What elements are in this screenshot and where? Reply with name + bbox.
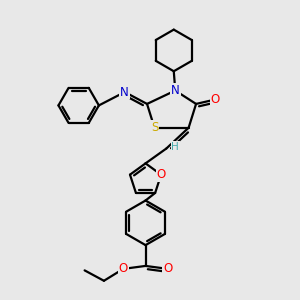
Text: O: O xyxy=(163,262,172,275)
Text: S: S xyxy=(151,121,158,134)
Text: N: N xyxy=(171,84,180,97)
Text: O: O xyxy=(157,168,166,181)
Text: H: H xyxy=(171,142,179,152)
Text: O: O xyxy=(118,262,128,275)
Text: O: O xyxy=(211,93,220,106)
Text: N: N xyxy=(120,85,129,98)
